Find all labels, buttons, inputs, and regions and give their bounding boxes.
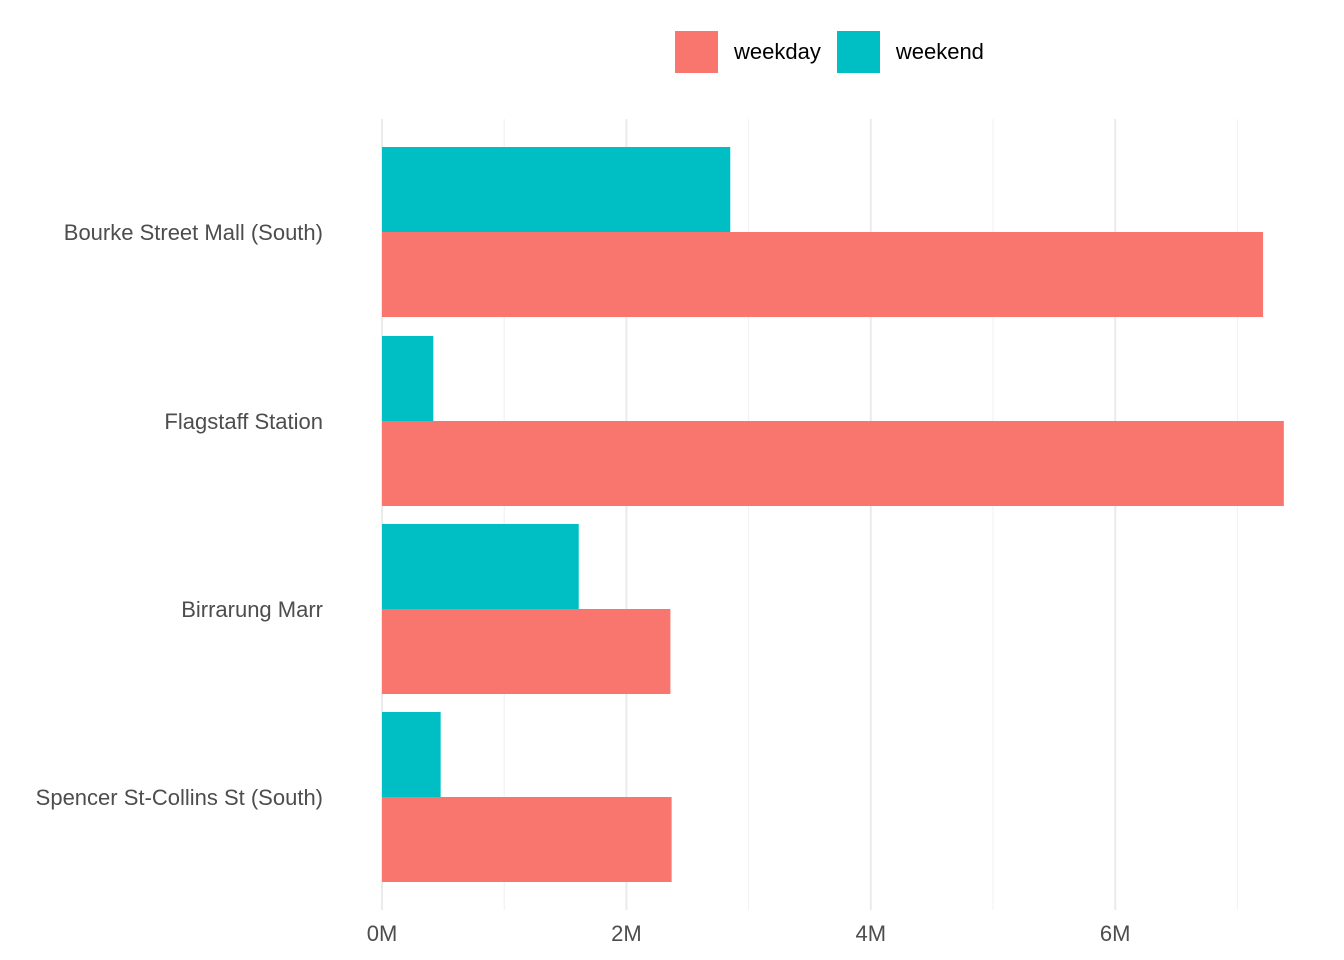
category-label: Bourke Street Mall (South) <box>64 220 323 245</box>
category-label: Spencer St-Collins St (South) <box>36 785 323 810</box>
legend-swatch-weekday <box>675 31 718 73</box>
bar-weekend <box>382 524 579 609</box>
bar-weekday <box>382 797 672 882</box>
x-tick-label: 6M <box>1100 921 1131 946</box>
bar-weekend <box>382 336 434 421</box>
bar-weekend <box>382 147 731 232</box>
category-label: Flagstaff Station <box>164 409 323 434</box>
x-tick-label: 4M <box>856 921 887 946</box>
legend-label-weekday: weekday <box>734 39 821 64</box>
legend: weekday weekend <box>675 31 1000 73</box>
legend-item-weekday: weekday <box>675 31 821 73</box>
bar-weekend <box>382 712 441 797</box>
x-tick-label: 2M <box>611 921 642 946</box>
x-tick-label: 0M <box>367 921 398 946</box>
bar-weekday <box>382 421 1284 506</box>
legend-swatch-weekend <box>836 31 880 73</box>
category-label: Birrarung Marr <box>181 597 323 622</box>
bar-weekday <box>382 609 671 694</box>
legend-item-weekend: weekend <box>836 31 984 73</box>
legend-label-weekend: weekend <box>895 39 984 64</box>
bar-weekday <box>382 232 1264 317</box>
